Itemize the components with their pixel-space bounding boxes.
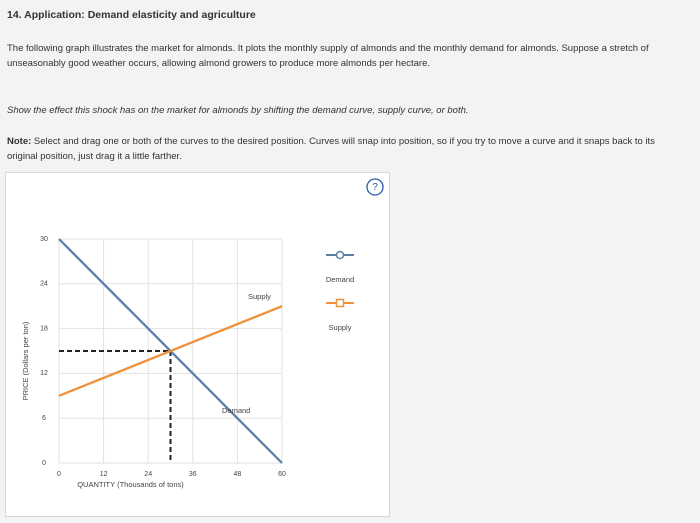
legend-label: Demand: [326, 275, 354, 284]
help-icon-text[interactable]: ?: [372, 182, 378, 193]
legend-marker: [335, 298, 345, 308]
y-axis-label: PRICE (Dollars per ton): [21, 321, 30, 400]
note-label: Note:: [7, 136, 32, 147]
note: Note: Select and drag one or both of the…: [7, 134, 662, 164]
y-tick-label: 24: [40, 281, 48, 288]
y-tick-label: 18: [40, 325, 48, 332]
x-axis-label: QUANTITY (Thousands of tons): [77, 480, 184, 489]
y-tick-label: 12: [40, 370, 48, 377]
help-icon[interactable]: [366, 178, 384, 196]
question-title: 14. Application: Demand elasticity and a…: [7, 9, 256, 21]
instruction-text: Show the effect this shock has on the ma…: [7, 105, 469, 116]
y-tick-label: 0: [42, 460, 46, 467]
note-text: Select and drag one or both of the curve…: [7, 136, 655, 162]
y-tick-label: 30: [40, 236, 48, 243]
x-tick-label: 60: [278, 471, 286, 478]
graph-panel: ? 0 12 24 36 48 60 0 6 12 18 24 30 QUANTITY (Thousan…: [5, 172, 390, 517]
x-tick-label: 24: [144, 471, 152, 478]
curve-label: Supply: [248, 292, 271, 301]
legend-marker: [335, 250, 345, 260]
x-tick-label: 12: [100, 471, 108, 478]
x-tick-label: 48: [234, 471, 242, 478]
supply-curve[interactable]: [58, 305, 283, 397]
y-tick-label: 6: [42, 415, 46, 422]
intro-text: The following graph illustrates the mark…: [7, 43, 649, 69]
legend-label: Supply: [329, 323, 352, 332]
curve-label: Demand: [222, 406, 250, 415]
chart: ? 0 12 24 36 48 60 0 6 12 18 24 30 QUANTITY (Thousan…: [21, 178, 384, 489]
x-tick-label: 0: [57, 471, 61, 478]
x-tick-label: 36: [189, 471, 197, 478]
